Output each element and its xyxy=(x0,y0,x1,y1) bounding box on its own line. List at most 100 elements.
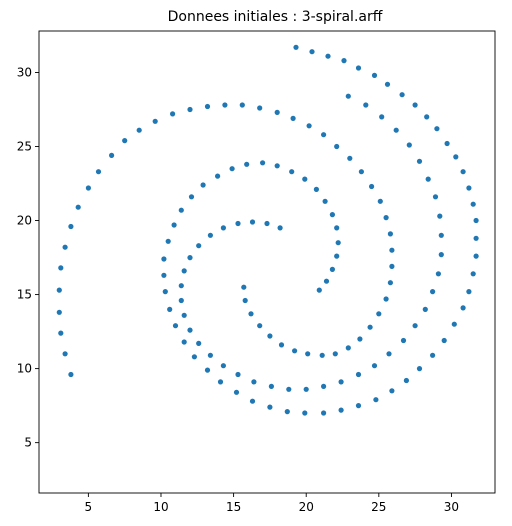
data-point xyxy=(235,371,241,378)
data-point xyxy=(345,93,351,99)
data-point xyxy=(167,306,173,312)
data-point xyxy=(393,127,399,133)
data-point xyxy=(444,140,450,147)
data-point xyxy=(329,212,335,218)
data-point xyxy=(172,323,179,329)
data-point xyxy=(341,58,347,64)
data-point xyxy=(379,114,385,120)
data-point xyxy=(217,379,224,385)
data-point xyxy=(286,386,292,392)
data-point xyxy=(181,312,187,318)
data-point xyxy=(187,106,193,113)
data-point xyxy=(425,176,431,182)
data-point xyxy=(377,198,383,204)
data-point xyxy=(369,183,375,190)
data-point xyxy=(338,379,344,385)
data-point xyxy=(302,176,308,182)
data-point xyxy=(389,247,395,253)
data-point xyxy=(325,53,331,59)
data-point xyxy=(338,407,344,413)
data-point xyxy=(473,253,479,259)
plot-area-frame xyxy=(38,30,496,494)
data-point xyxy=(316,287,322,293)
data-point xyxy=(181,339,187,345)
data-point xyxy=(313,186,319,192)
data-point xyxy=(249,398,256,404)
data-point xyxy=(122,138,128,144)
data-point xyxy=(95,169,102,175)
data-point xyxy=(437,213,443,219)
data-point xyxy=(451,321,457,327)
data-point xyxy=(284,409,290,415)
data-point xyxy=(220,225,226,231)
data-point xyxy=(387,231,393,237)
data-point xyxy=(460,305,466,311)
data-point xyxy=(470,271,476,277)
data-point xyxy=(321,132,327,138)
data-point xyxy=(319,352,325,358)
data-point xyxy=(233,389,240,395)
data-point xyxy=(400,337,407,344)
data-point xyxy=(191,354,197,360)
data-point xyxy=(277,225,283,231)
data-point xyxy=(305,351,311,357)
data-point xyxy=(196,340,202,346)
data-point xyxy=(383,296,389,302)
data-point xyxy=(222,102,228,108)
y-axis: 5 10 15 20 25 30 xyxy=(17,65,39,450)
data-point xyxy=(215,173,221,179)
data-point xyxy=(453,154,459,160)
data-point xyxy=(274,109,280,115)
data-point xyxy=(321,410,327,416)
data-point xyxy=(371,72,378,78)
data-point xyxy=(267,333,273,339)
data-point xyxy=(424,114,430,120)
data-point xyxy=(165,238,171,244)
data-point xyxy=(355,371,362,378)
data-point xyxy=(416,158,423,164)
data-point xyxy=(367,324,373,330)
data-point xyxy=(264,220,270,227)
data-point xyxy=(329,266,335,272)
data-point xyxy=(178,297,184,304)
y-tick-label: 30 xyxy=(17,65,32,79)
data-point xyxy=(322,198,328,204)
data-point xyxy=(109,152,115,158)
data-point xyxy=(68,371,74,378)
data-point xyxy=(58,265,64,271)
data-point xyxy=(383,215,389,221)
data-point xyxy=(334,253,340,259)
data-point xyxy=(278,342,285,348)
data-point xyxy=(196,243,202,249)
data-point xyxy=(386,351,392,357)
data-point xyxy=(249,219,256,225)
data-point xyxy=(56,309,62,315)
data-point xyxy=(466,185,472,191)
data-point xyxy=(430,289,436,295)
data-point xyxy=(229,166,235,172)
data-point xyxy=(406,142,412,148)
data-point xyxy=(358,169,364,175)
data-point xyxy=(460,169,466,175)
data-point xyxy=(389,388,395,394)
data-point xyxy=(384,81,391,87)
data-point xyxy=(268,383,274,389)
data-point xyxy=(345,345,351,351)
data-point xyxy=(207,352,213,358)
data-point xyxy=(321,383,327,389)
data-point xyxy=(241,284,247,290)
data-point xyxy=(466,289,472,295)
data-point xyxy=(257,323,263,329)
data-point xyxy=(235,220,241,227)
data-point xyxy=(62,244,68,250)
data-point xyxy=(171,222,177,228)
data-point xyxy=(309,49,315,55)
y-tick-label: 15 xyxy=(17,288,32,302)
data-point xyxy=(207,232,213,238)
y-tick-label: 25 xyxy=(17,140,32,154)
data-point xyxy=(274,163,280,169)
data-point xyxy=(161,256,167,262)
data-point xyxy=(334,225,340,231)
data-point xyxy=(387,280,393,286)
